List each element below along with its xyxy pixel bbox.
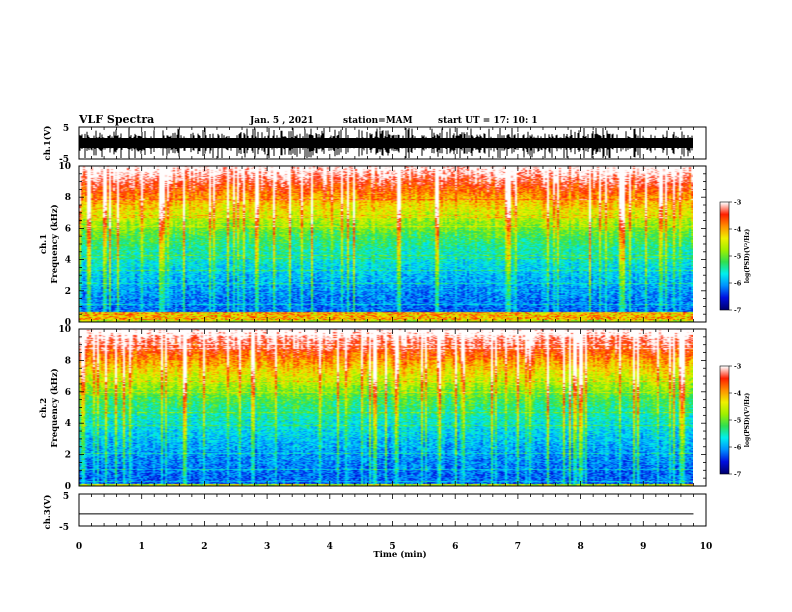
x-tick-labels: 0 1 2 3 4 5 6 7 8 9 10	[76, 542, 712, 552]
colorbar-tick-label: -4	[734, 390, 742, 398]
station-label: station=MAM	[343, 116, 413, 126]
colorbar-tick-label: -5	[734, 253, 742, 261]
ch3-ytick-bottom: -5	[59, 523, 69, 533]
y-tick-label: 10	[58, 325, 71, 335]
ch1-x-ticks	[78, 127, 707, 159]
spec1-ticks	[78, 165, 707, 323]
x-tick-label: 8	[577, 542, 583, 552]
ch1-ytick-top: 5	[63, 124, 69, 134]
colorbar-tick-label: -6	[734, 280, 742, 288]
ch3-ticks	[78, 494, 707, 526]
spec2-colorbar-label: log(PSD)(V²/Hz)	[744, 393, 751, 448]
colorbar-tick-label: -3	[734, 199, 742, 207]
x-tick-label: 3	[264, 542, 270, 552]
y-tick-label: 6	[65, 224, 71, 234]
colorbar-tick-label: -6	[734, 444, 742, 452]
x-tick-label: 6	[452, 542, 458, 552]
spec1-colorbar-ticks: -3 -4 -5 -6 -7	[729, 199, 742, 315]
spec2-y-tick-labels: 0 2 4 6 8 10	[58, 325, 71, 492]
spec1-heatmap	[79, 166, 693, 322]
x-tick-label: 4	[327, 542, 333, 552]
ch1-waveform-trace	[79, 128, 693, 158]
x-tick-label: 2	[201, 542, 207, 552]
y-tick-label: 2	[65, 451, 71, 461]
colorbar-tick-label: -5	[734, 417, 742, 425]
ch1-waveform-core	[80, 138, 693, 148]
y-tick-label: 4	[65, 256, 71, 266]
date-label: Jan. 5 , 2021	[249, 116, 314, 126]
ch3-ytick-top: 5	[63, 492, 69, 502]
spec1-channel-label: ch.1	[39, 234, 49, 254]
x-tick-label: 0	[76, 542, 82, 552]
y-tick-label: 6	[65, 388, 71, 398]
x-tick-label: 9	[640, 542, 646, 552]
start-time-label: start UT = 17: 10: 1	[438, 116, 538, 126]
ch3-axis-label: ch.3(V)	[42, 495, 53, 530]
spec2-frequency-label: Frequency (kHz)	[49, 368, 60, 447]
y-tick-label: 8	[65, 193, 71, 203]
spec1-colorbar-label: log(PSD)(V²/Hz)	[744, 229, 751, 284]
spec1-frequency-label: Frequency (kHz)	[49, 204, 60, 283]
x-tick-label: 10	[700, 542, 713, 552]
x-tick-label: 5	[389, 542, 395, 552]
colorbar-tick-label: -7	[734, 471, 741, 479]
y-tick-label: 10	[58, 162, 71, 172]
colorbar-tick-label: -3	[734, 363, 742, 371]
x-axis-label: Time (min)	[373, 549, 426, 560]
spec2-colorbar-ticks: -3 -4 -5 -6 -7	[729, 363, 742, 479]
spec2-colorbar	[720, 366, 729, 474]
y-tick-label: 4	[65, 419, 71, 429]
colorbar-tick-label: -4	[734, 226, 742, 234]
colorbar-tick-label: -7	[734, 307, 741, 315]
x-tick-label: 7	[515, 542, 521, 552]
ch1-waveform-panel: 5 -5 ch.1(V)	[42, 124, 707, 165]
ch1-ytick-bottom: -5	[59, 155, 69, 165]
ch3-waveform-panel: 5 -5 ch.3(V) 0 1 2 3 4 5 6 7 8 9 10 Time (min)	[42, 492, 712, 560]
spec2-ticks	[78, 328, 707, 487]
ch1-axis-label: ch.1(V)	[42, 126, 53, 161]
y-tick-label: 0	[65, 318, 71, 328]
y-tick-label: 8	[65, 356, 71, 366]
spec2-heatmap	[79, 329, 693, 486]
y-tick-label: 2	[65, 287, 71, 297]
x-tick-label: 1	[139, 542, 145, 552]
spec1-colorbar	[720, 202, 729, 310]
figure-title: VLF Spectra	[78, 113, 154, 126]
spec2-channel-label: ch.2	[39, 398, 49, 418]
spec1-y-tick-labels: 0 2 4 6 8 10	[58, 162, 71, 328]
y-tick-label: 0	[65, 482, 71, 492]
